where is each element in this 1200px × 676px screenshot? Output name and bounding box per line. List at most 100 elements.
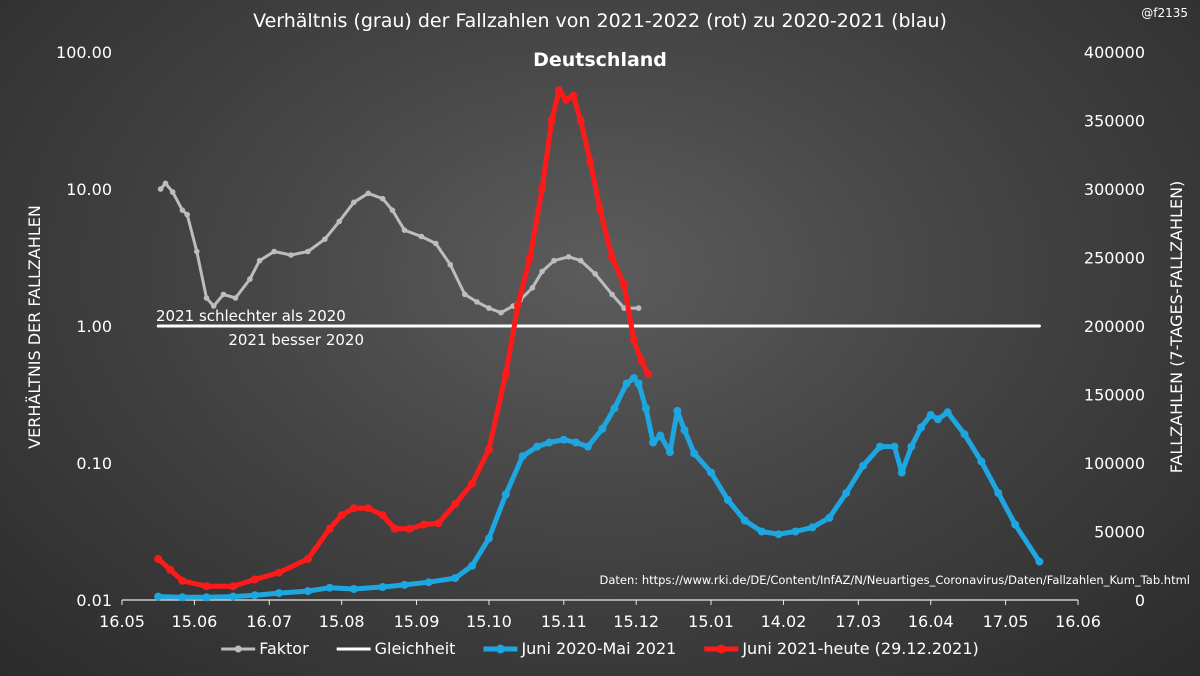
x-tick-label: 15.11 — [541, 612, 587, 631]
data-point — [859, 461, 868, 470]
data-point — [433, 240, 439, 247]
data-point — [274, 589, 283, 598]
data-point — [484, 445, 493, 454]
data-point — [169, 189, 176, 195]
data-point — [484, 534, 493, 543]
data-point — [917, 423, 926, 432]
data-point — [629, 335, 638, 344]
left-y-ticks: 100.00 10.00 1.00 0.10 0.01 — [56, 43, 112, 610]
data-point — [890, 442, 899, 451]
x-tick-label: 15.12 — [613, 612, 659, 631]
data-point — [250, 575, 259, 584]
data-point — [609, 291, 615, 298]
data-point — [418, 233, 425, 240]
data-point — [934, 415, 942, 424]
data-point — [994, 489, 1003, 498]
data-point — [791, 527, 800, 536]
right-y-tick-label: 400000 — [1084, 43, 1145, 62]
data-point — [555, 86, 563, 95]
data-point — [680, 426, 689, 435]
data-point — [349, 504, 358, 513]
data-point — [202, 582, 211, 591]
data-point — [256, 257, 263, 264]
data-point — [740, 516, 749, 525]
data-point — [513, 301, 522, 310]
data-point — [808, 523, 817, 532]
data-point — [365, 190, 372, 197]
data-point — [474, 299, 480, 305]
data-point — [468, 479, 477, 488]
data-point — [303, 587, 312, 596]
legend-item-faktor: Faktor — [221, 639, 309, 658]
x-tick-label: 15.01 — [688, 612, 734, 631]
data-point — [274, 568, 283, 577]
data-point — [501, 370, 510, 378]
legend-marker — [716, 644, 726, 654]
data-point — [610, 404, 619, 413]
data-point — [229, 582, 238, 591]
chart-title: Verhältnis (grau) der Fallzahlen von 202… — [253, 10, 947, 32]
data-point — [379, 195, 386, 202]
data-point — [598, 424, 607, 433]
author-credit: @f2135 — [1141, 6, 1188, 20]
data-point — [349, 585, 358, 593]
data-point — [926, 411, 935, 419]
right-y-tick-label: 250000 — [1084, 249, 1145, 268]
data-point — [325, 583, 334, 592]
data-point — [559, 435, 568, 444]
data-point — [162, 180, 169, 187]
data-point — [569, 91, 578, 100]
data-point — [547, 116, 556, 125]
data-point — [232, 295, 239, 301]
data-source-note: Daten: https://www.rki.de/DE/Content/Inf… — [600, 573, 1190, 587]
data-point — [178, 593, 187, 602]
data-point — [649, 438, 658, 447]
right-y-tick-label: 50000 — [1094, 523, 1145, 542]
data-point — [533, 442, 542, 451]
left-y-tick-label: 0.10 — [76, 454, 112, 473]
data-point — [305, 248, 311, 255]
data-point — [1011, 520, 1020, 529]
data-point — [634, 379, 643, 388]
right-y-tick-label: 200000 — [1084, 317, 1145, 336]
data-point — [977, 457, 986, 466]
data-point — [202, 593, 211, 602]
left-y-tick-label: 100.00 — [56, 43, 112, 62]
data-point — [774, 530, 783, 539]
right-y-axis-label: FALLZAHLEN (7-TAGES-FALLZAHLEN) — [1167, 181, 1186, 474]
data-point — [571, 438, 580, 447]
data-point — [462, 291, 468, 298]
right-y-tick-label: 150000 — [1084, 386, 1145, 405]
data-point — [723, 496, 732, 504]
chart-subtitle: Deutschland — [533, 49, 667, 71]
legend-label: Faktor — [259, 639, 309, 658]
data-point — [501, 490, 510, 499]
legend-marker — [495, 644, 505, 654]
data-point — [154, 554, 163, 563]
legend-item-juni-2021-heute-29-12-2021: Juni 2021-heute (29.12.2021) — [704, 639, 979, 658]
data-point — [551, 257, 557, 264]
x-ticks: 16.05 15.06 16.07 15.08 15.09 15.10 15.11 15.12… — [99, 600, 1101, 631]
x-tick-label: 15.08 — [319, 612, 365, 631]
data-point — [378, 511, 387, 520]
data-point — [166, 565, 175, 574]
x-tick-label: 15.10 — [466, 612, 512, 631]
legend-label: Juni 2020-Mai 2021 — [520, 639, 676, 658]
data-point — [271, 248, 277, 255]
data-point — [184, 211, 190, 218]
data-point — [336, 218, 343, 225]
data-point — [518, 452, 527, 461]
data-point — [907, 442, 916, 451]
left-y-tick-label: 10.00 — [66, 180, 112, 199]
x-tick-label: 16.05 — [99, 612, 145, 631]
right-y-ticks: 400000 350000 300000 250000 200000 150000 1000… — [1084, 43, 1145, 610]
data-point — [943, 408, 952, 417]
data-point — [401, 227, 408, 233]
data-point — [545, 438, 554, 447]
data-point — [620, 280, 629, 289]
data-point — [405, 524, 414, 533]
left-y-axis-label: VERHÄLTNIS DER FALLZAHLEN — [25, 205, 44, 449]
data-point — [596, 205, 604, 214]
annotation-worse: 2021 schlechter als 2020 — [156, 307, 346, 325]
data-point — [486, 305, 492, 311]
